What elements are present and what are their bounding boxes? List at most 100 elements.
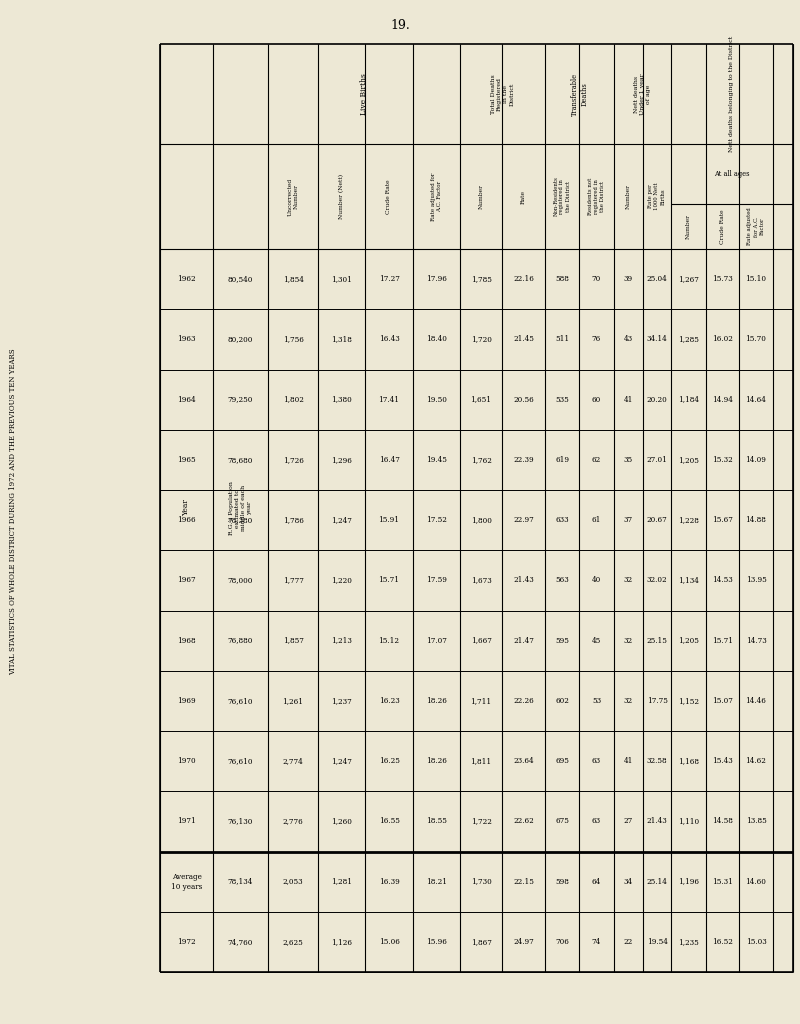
Text: 1,756: 1,756	[282, 336, 303, 343]
Text: 1966: 1966	[177, 516, 196, 524]
Text: 18.55: 18.55	[426, 817, 447, 825]
Text: 1,126: 1,126	[331, 938, 352, 946]
Text: 25.15: 25.15	[646, 637, 667, 645]
Text: 19.: 19.	[390, 19, 410, 32]
Text: 14.62: 14.62	[746, 757, 766, 765]
Text: Rate adjusted for
A.C. Factor: Rate adjusted for A.C. Factor	[431, 172, 442, 221]
Text: 19.54: 19.54	[646, 938, 667, 946]
Text: 19.50: 19.50	[426, 395, 447, 403]
Text: Average
10 years: Average 10 years	[171, 872, 202, 891]
Text: 18.26: 18.26	[426, 697, 447, 705]
Text: 32.58: 32.58	[646, 757, 667, 765]
Text: 1972: 1972	[177, 938, 196, 946]
Text: 1,726: 1,726	[282, 456, 303, 464]
Text: 22.39: 22.39	[513, 456, 534, 464]
Text: 1,667: 1,667	[470, 637, 491, 645]
Text: 35: 35	[624, 456, 633, 464]
Text: 41: 41	[624, 757, 633, 765]
Text: 14.73: 14.73	[746, 637, 766, 645]
Text: 20.20: 20.20	[646, 395, 667, 403]
Text: 24.97: 24.97	[513, 938, 534, 946]
Text: 22: 22	[624, 938, 633, 946]
Text: 1,777: 1,777	[282, 577, 303, 585]
Text: 21.43: 21.43	[646, 817, 667, 825]
Text: 63: 63	[592, 757, 601, 765]
Text: 511: 511	[555, 336, 569, 343]
Text: Crude Rate: Crude Rate	[386, 179, 391, 214]
Text: 21.45: 21.45	[513, 336, 534, 343]
Text: 39: 39	[624, 275, 633, 283]
Text: 1,267: 1,267	[678, 275, 699, 283]
Text: 15.06: 15.06	[378, 938, 399, 946]
Text: 1,720: 1,720	[470, 336, 491, 343]
Text: 1,152: 1,152	[678, 697, 699, 705]
Text: Number: Number	[626, 184, 631, 209]
Text: Residents not
registered in
the District: Residents not registered in the District	[588, 178, 606, 215]
Text: 1,205: 1,205	[678, 456, 699, 464]
Text: 17.52: 17.52	[426, 516, 447, 524]
Text: 633: 633	[555, 516, 569, 524]
Text: 1,786: 1,786	[282, 516, 303, 524]
Text: Transferable
Deaths: Transferable Deaths	[570, 73, 588, 116]
Text: 1967: 1967	[177, 577, 196, 585]
Text: Rate per
1000 Nett
Births: Rate per 1000 Nett Births	[648, 182, 666, 210]
Text: 32.02: 32.02	[646, 577, 667, 585]
Text: 16.52: 16.52	[712, 938, 733, 946]
Text: 1,380: 1,380	[331, 395, 352, 403]
Text: At all ages: At all ages	[714, 170, 750, 178]
Text: 15.43: 15.43	[712, 757, 733, 765]
Text: 27.01: 27.01	[646, 456, 667, 464]
Text: Nett deaths
Under 1 year
of age: Nett deaths Under 1 year of age	[634, 74, 651, 115]
Text: Rate: Rate	[521, 189, 526, 204]
Text: 1964: 1964	[177, 395, 196, 403]
Text: 74: 74	[592, 938, 601, 946]
Text: 80,200: 80,200	[228, 336, 253, 343]
Text: 78,380: 78,380	[228, 516, 253, 524]
Text: 1,318: 1,318	[331, 336, 352, 343]
Text: 1,296: 1,296	[331, 456, 352, 464]
Text: 63: 63	[592, 817, 601, 825]
Text: R.G.'s Population
estimated to
middle of each
year: R.G.'s Population estimated to middle of…	[229, 481, 252, 535]
Text: Year: Year	[182, 500, 190, 516]
Text: 22.15: 22.15	[513, 878, 534, 886]
Text: 1,134: 1,134	[678, 577, 699, 585]
Text: 706: 706	[555, 938, 569, 946]
Text: 15.12: 15.12	[378, 637, 399, 645]
Text: 34.14: 34.14	[646, 336, 667, 343]
Text: 22.26: 22.26	[513, 697, 534, 705]
Text: 1,247: 1,247	[331, 757, 352, 765]
Text: Live Births: Live Births	[360, 73, 368, 115]
Text: 1,867: 1,867	[470, 938, 491, 946]
Text: 695: 695	[555, 757, 569, 765]
Text: 1,285: 1,285	[678, 336, 699, 343]
Text: 15.03: 15.03	[746, 938, 766, 946]
Text: 17.59: 17.59	[426, 577, 447, 585]
Text: 18.21: 18.21	[426, 878, 447, 886]
Text: 45: 45	[592, 637, 601, 645]
Text: 22.16: 22.16	[513, 275, 534, 283]
Text: 76,130: 76,130	[228, 817, 253, 825]
Text: 15.31: 15.31	[712, 878, 733, 886]
Text: 2,625: 2,625	[282, 938, 303, 946]
Text: 1,854: 1,854	[282, 275, 303, 283]
Text: 16.25: 16.25	[378, 757, 399, 765]
Text: 22.62: 22.62	[513, 817, 534, 825]
Text: 1970: 1970	[177, 757, 196, 765]
Text: 78,134: 78,134	[228, 878, 253, 886]
Text: 16.02: 16.02	[712, 336, 733, 343]
Text: 1,730: 1,730	[470, 878, 491, 886]
Text: 76: 76	[592, 336, 601, 343]
Text: 21.47: 21.47	[513, 637, 534, 645]
Text: 1,260: 1,260	[331, 817, 352, 825]
Text: 14.53: 14.53	[712, 577, 733, 585]
Text: 14.58: 14.58	[712, 817, 733, 825]
Text: 14.09: 14.09	[746, 456, 766, 464]
Text: 15.10: 15.10	[746, 275, 766, 283]
Text: 34: 34	[624, 878, 633, 886]
Text: 1965: 1965	[177, 456, 196, 464]
Text: 76,880: 76,880	[228, 637, 253, 645]
Text: 14.94: 14.94	[712, 395, 733, 403]
Text: 79,250: 79,250	[228, 395, 253, 403]
Text: 563: 563	[555, 577, 569, 585]
Text: 598: 598	[555, 878, 569, 886]
